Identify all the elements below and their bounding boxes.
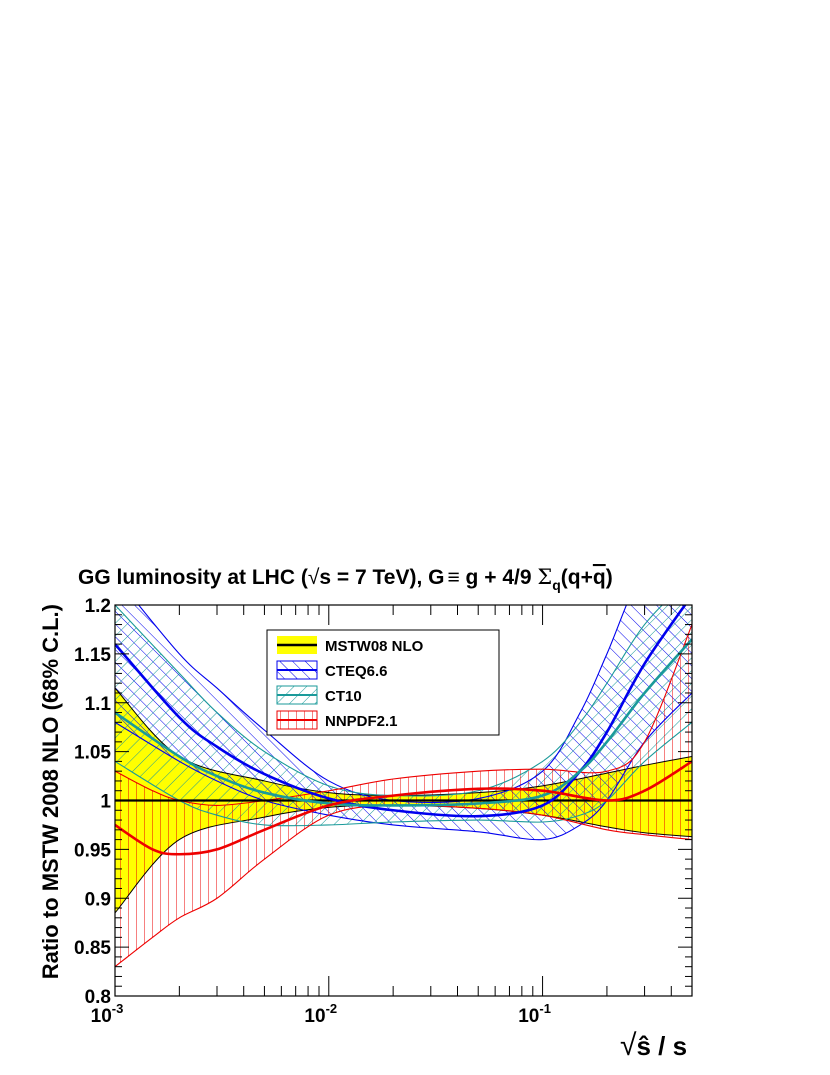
ct10-legend-label: CT10 [325, 688, 362, 705]
mstw08-nlo-upper-edge [115, 687, 692, 797]
nnpdf2-1-legend-label: NNPDF2.1 [325, 713, 398, 730]
cteq6-6-legend-label: CTEQ6.6 [325, 663, 388, 680]
legend: MSTW08 NLO CTEQ6.6 CT10 NNPDF2.1 [266, 629, 500, 736]
y-tick-label: 1 [100, 792, 111, 813]
y-tick-label: 1.2 [85, 596, 111, 617]
chart-title: GG luminosity at LHC (√s = 7 TeV), G ≡ g … [78, 565, 613, 593]
qbar: q [593, 566, 606, 589]
y-tick-label: 0.85 [74, 938, 111, 959]
nnpdf2-1-central-line [115, 760, 692, 856]
y-tick-label: 1.15 [74, 645, 111, 666]
y-tick-label: 0.9 [85, 889, 111, 910]
x-tick-label: 10-2 [304, 1001, 337, 1027]
x-tick-label: 10-3 [91, 1001, 124, 1027]
y-axis-label: Ratio to MSTW 2008 NLO (68% C.L.) [38, 604, 63, 979]
cteq6-6-upper-edge [137, 605, 628, 804]
x-tick-label: 10-1 [518, 1001, 551, 1027]
cteq6-6-central-line [115, 605, 687, 818]
ct10-central-line [115, 638, 692, 807]
ct10-upper-edge [115, 605, 663, 797]
y-tick-label: 0.95 [74, 840, 111, 861]
equiv-symbol: ≡ [447, 566, 459, 589]
sigma-symbol: Σ [537, 565, 552, 589]
mstw08-nlo-legend-label: MSTW08 NLO [325, 638, 424, 655]
y-tick-label: 1.1 [85, 694, 112, 715]
sqrt-x-symbol: √ [620, 1029, 637, 1062]
y-tick-label: 1.05 [74, 743, 111, 764]
cteq6-6-lower-edge [115, 692, 692, 841]
x-axis-label: √ŝ / s [620, 1029, 687, 1062]
sqrt-symbol: √ [308, 566, 320, 589]
y-tick-label: 0.8 [85, 987, 111, 1008]
